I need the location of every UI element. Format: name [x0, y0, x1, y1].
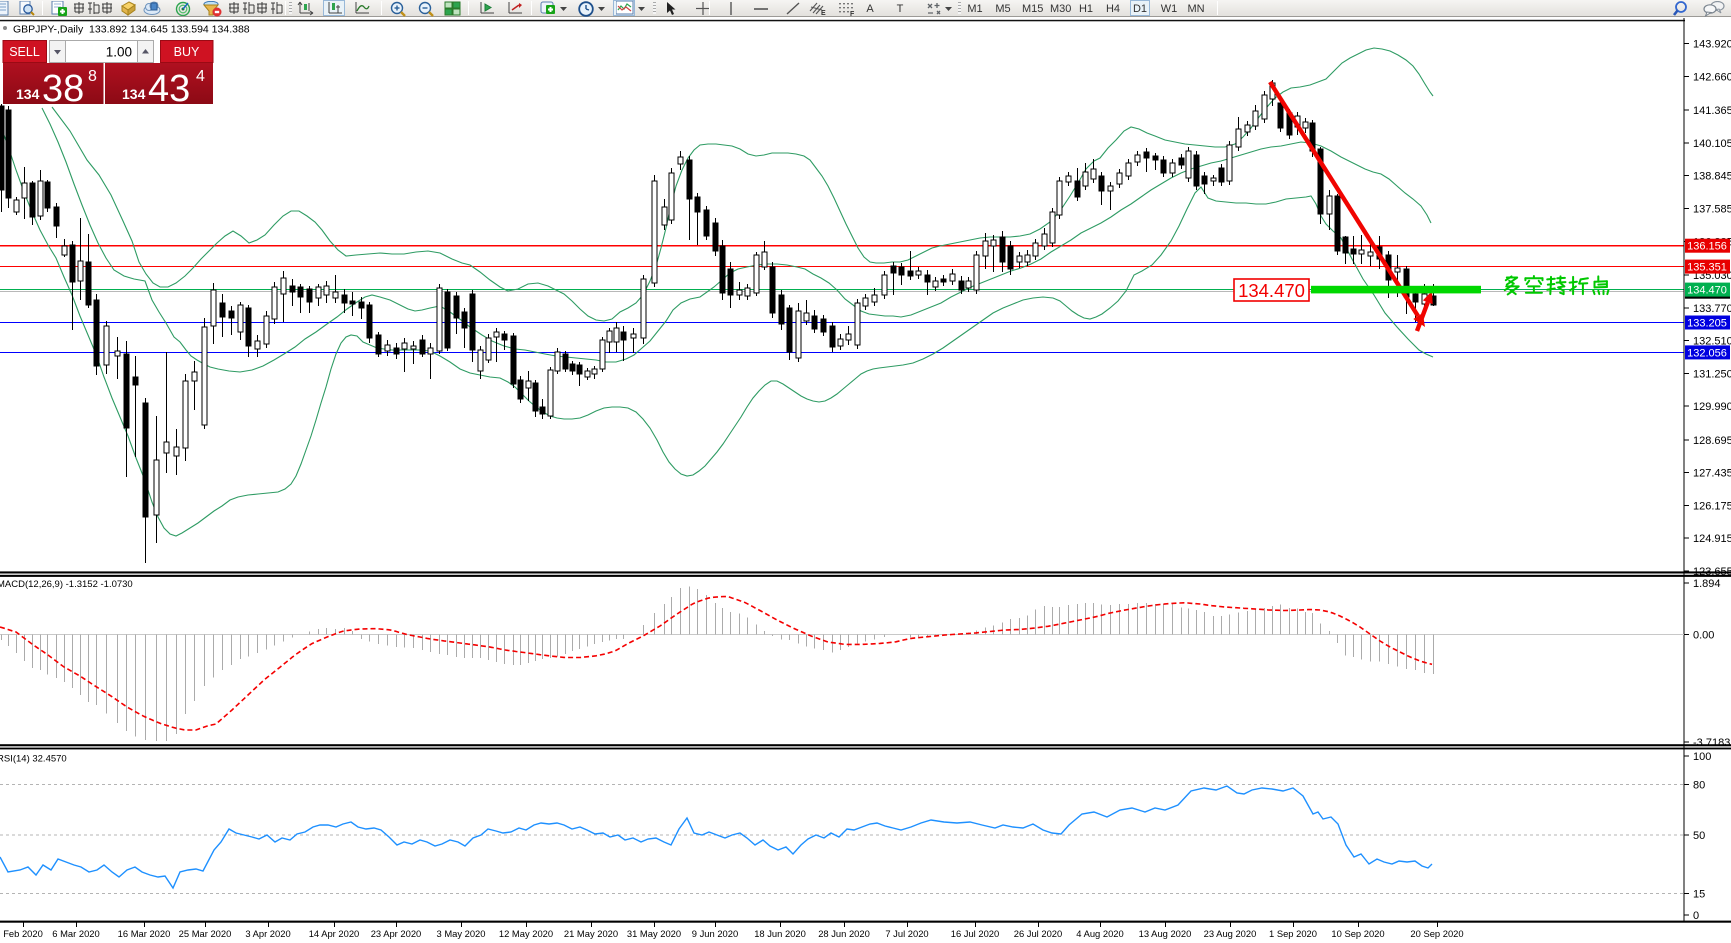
svg-text:9 Jun 2020: 9 Jun 2020	[692, 928, 738, 939]
svg-text:25 Mar 2020: 25 Mar 2020	[179, 928, 232, 939]
svg-text:38: 38	[42, 68, 84, 110]
svg-text:135.351: 135.351	[1687, 262, 1727, 274]
svg-text:23 Aug 2020: 23 Aug 2020	[1204, 928, 1257, 939]
svg-text:134: 134	[122, 86, 146, 102]
svg-text:134.470: 134.470	[1687, 285, 1727, 297]
svg-text:131.250: 131.250	[1693, 368, 1731, 380]
svg-text:134.470: 134.470	[1238, 280, 1305, 301]
svg-text:21 May 2020: 21 May 2020	[564, 928, 618, 939]
svg-text:6 Mar 2020: 6 Mar 2020	[52, 928, 99, 939]
svg-text:128.695: 128.695	[1693, 435, 1731, 447]
svg-text:28 Jun 2020: 28 Jun 2020	[818, 928, 870, 939]
svg-text:23 Apr 2020: 23 Apr 2020	[371, 928, 422, 939]
svg-text:123.655: 123.655	[1693, 566, 1731, 578]
svg-text:50: 50	[1693, 830, 1705, 842]
svg-text:136.156: 136.156	[1687, 241, 1727, 253]
svg-text:3 May 2020: 3 May 2020	[437, 928, 486, 939]
svg-text:134: 134	[16, 86, 40, 102]
svg-text:3 Apr 2020: 3 Apr 2020	[245, 928, 290, 939]
svg-text:140.105: 140.105	[1693, 138, 1731, 150]
svg-text:Feb 2020: Feb 2020	[3, 928, 43, 939]
svg-text:4: 4	[196, 68, 205, 85]
svg-text:-3.7183: -3.7183	[1693, 737, 1730, 749]
svg-text:8: 8	[88, 68, 97, 85]
svg-text:16 Jul 2020: 16 Jul 2020	[951, 928, 999, 939]
svg-text:132.510: 132.510	[1693, 336, 1731, 348]
svg-text:E: E	[821, 10, 826, 17]
svg-text:15: 15	[1693, 889, 1705, 901]
svg-text:SELL: SELL	[9, 45, 40, 59]
svg-text:7 Jul 2020: 7 Jul 2020	[885, 928, 928, 939]
svg-text:14 Apr 2020: 14 Apr 2020	[309, 928, 360, 939]
svg-text:133.770: 133.770	[1693, 303, 1731, 315]
svg-text:142.660: 142.660	[1693, 72, 1731, 84]
svg-text:100: 100	[1693, 751, 1711, 763]
svg-text:MACD(12,26,9) -1.3152 -1.0730: MACD(12,26,9) -1.3152 -1.0730	[0, 579, 133, 590]
svg-text:141.365: 141.365	[1693, 105, 1731, 117]
svg-text:26 Jul 2020: 26 Jul 2020	[1014, 928, 1062, 939]
svg-text:31 May 2020: 31 May 2020	[627, 928, 681, 939]
svg-text:RSI(14) 32.4570: RSI(14) 32.4570	[0, 754, 67, 765]
svg-text:12 May 2020: 12 May 2020	[499, 928, 553, 939]
svg-text:137.585: 137.585	[1693, 204, 1731, 216]
svg-text:129.990: 129.990	[1693, 401, 1731, 413]
svg-text:20 Sep 2020: 20 Sep 2020	[1410, 928, 1463, 939]
svg-text:BUY: BUY	[174, 45, 200, 59]
svg-text:18 Jun 2020: 18 Jun 2020	[754, 928, 806, 939]
svg-text:GBPJPY-,Daily 133.892 134.645: GBPJPY-,Daily 133.892 134.645 133.594 13…	[13, 24, 250, 36]
svg-text:4 Aug 2020: 4 Aug 2020	[1076, 928, 1123, 939]
svg-text:0: 0	[1693, 910, 1699, 922]
svg-text:16 Mar 2020: 16 Mar 2020	[118, 928, 171, 939]
svg-text:143.920: 143.920	[1693, 39, 1731, 51]
svg-text:43: 43	[148, 68, 190, 110]
svg-text:13 Aug 2020: 13 Aug 2020	[1139, 928, 1192, 939]
svg-text:1.00: 1.00	[106, 45, 132, 60]
svg-text:1 Sep 2020: 1 Sep 2020	[1269, 928, 1317, 939]
svg-text:127.435: 127.435	[1693, 468, 1731, 480]
svg-text:124.915: 124.915	[1693, 533, 1731, 545]
svg-text:F: F	[850, 11, 855, 17]
svg-text:1.894: 1.894	[1693, 578, 1721, 590]
svg-text:126.175: 126.175	[1693, 500, 1731, 512]
svg-text:0.00: 0.00	[1693, 630, 1714, 642]
svg-text:10 Sep 2020: 10 Sep 2020	[1331, 928, 1384, 939]
svg-text:133.205: 133.205	[1687, 318, 1727, 330]
svg-text:80: 80	[1693, 780, 1705, 792]
svg-text:138.845: 138.845	[1693, 171, 1731, 183]
svg-text:132.056: 132.056	[1687, 347, 1727, 359]
